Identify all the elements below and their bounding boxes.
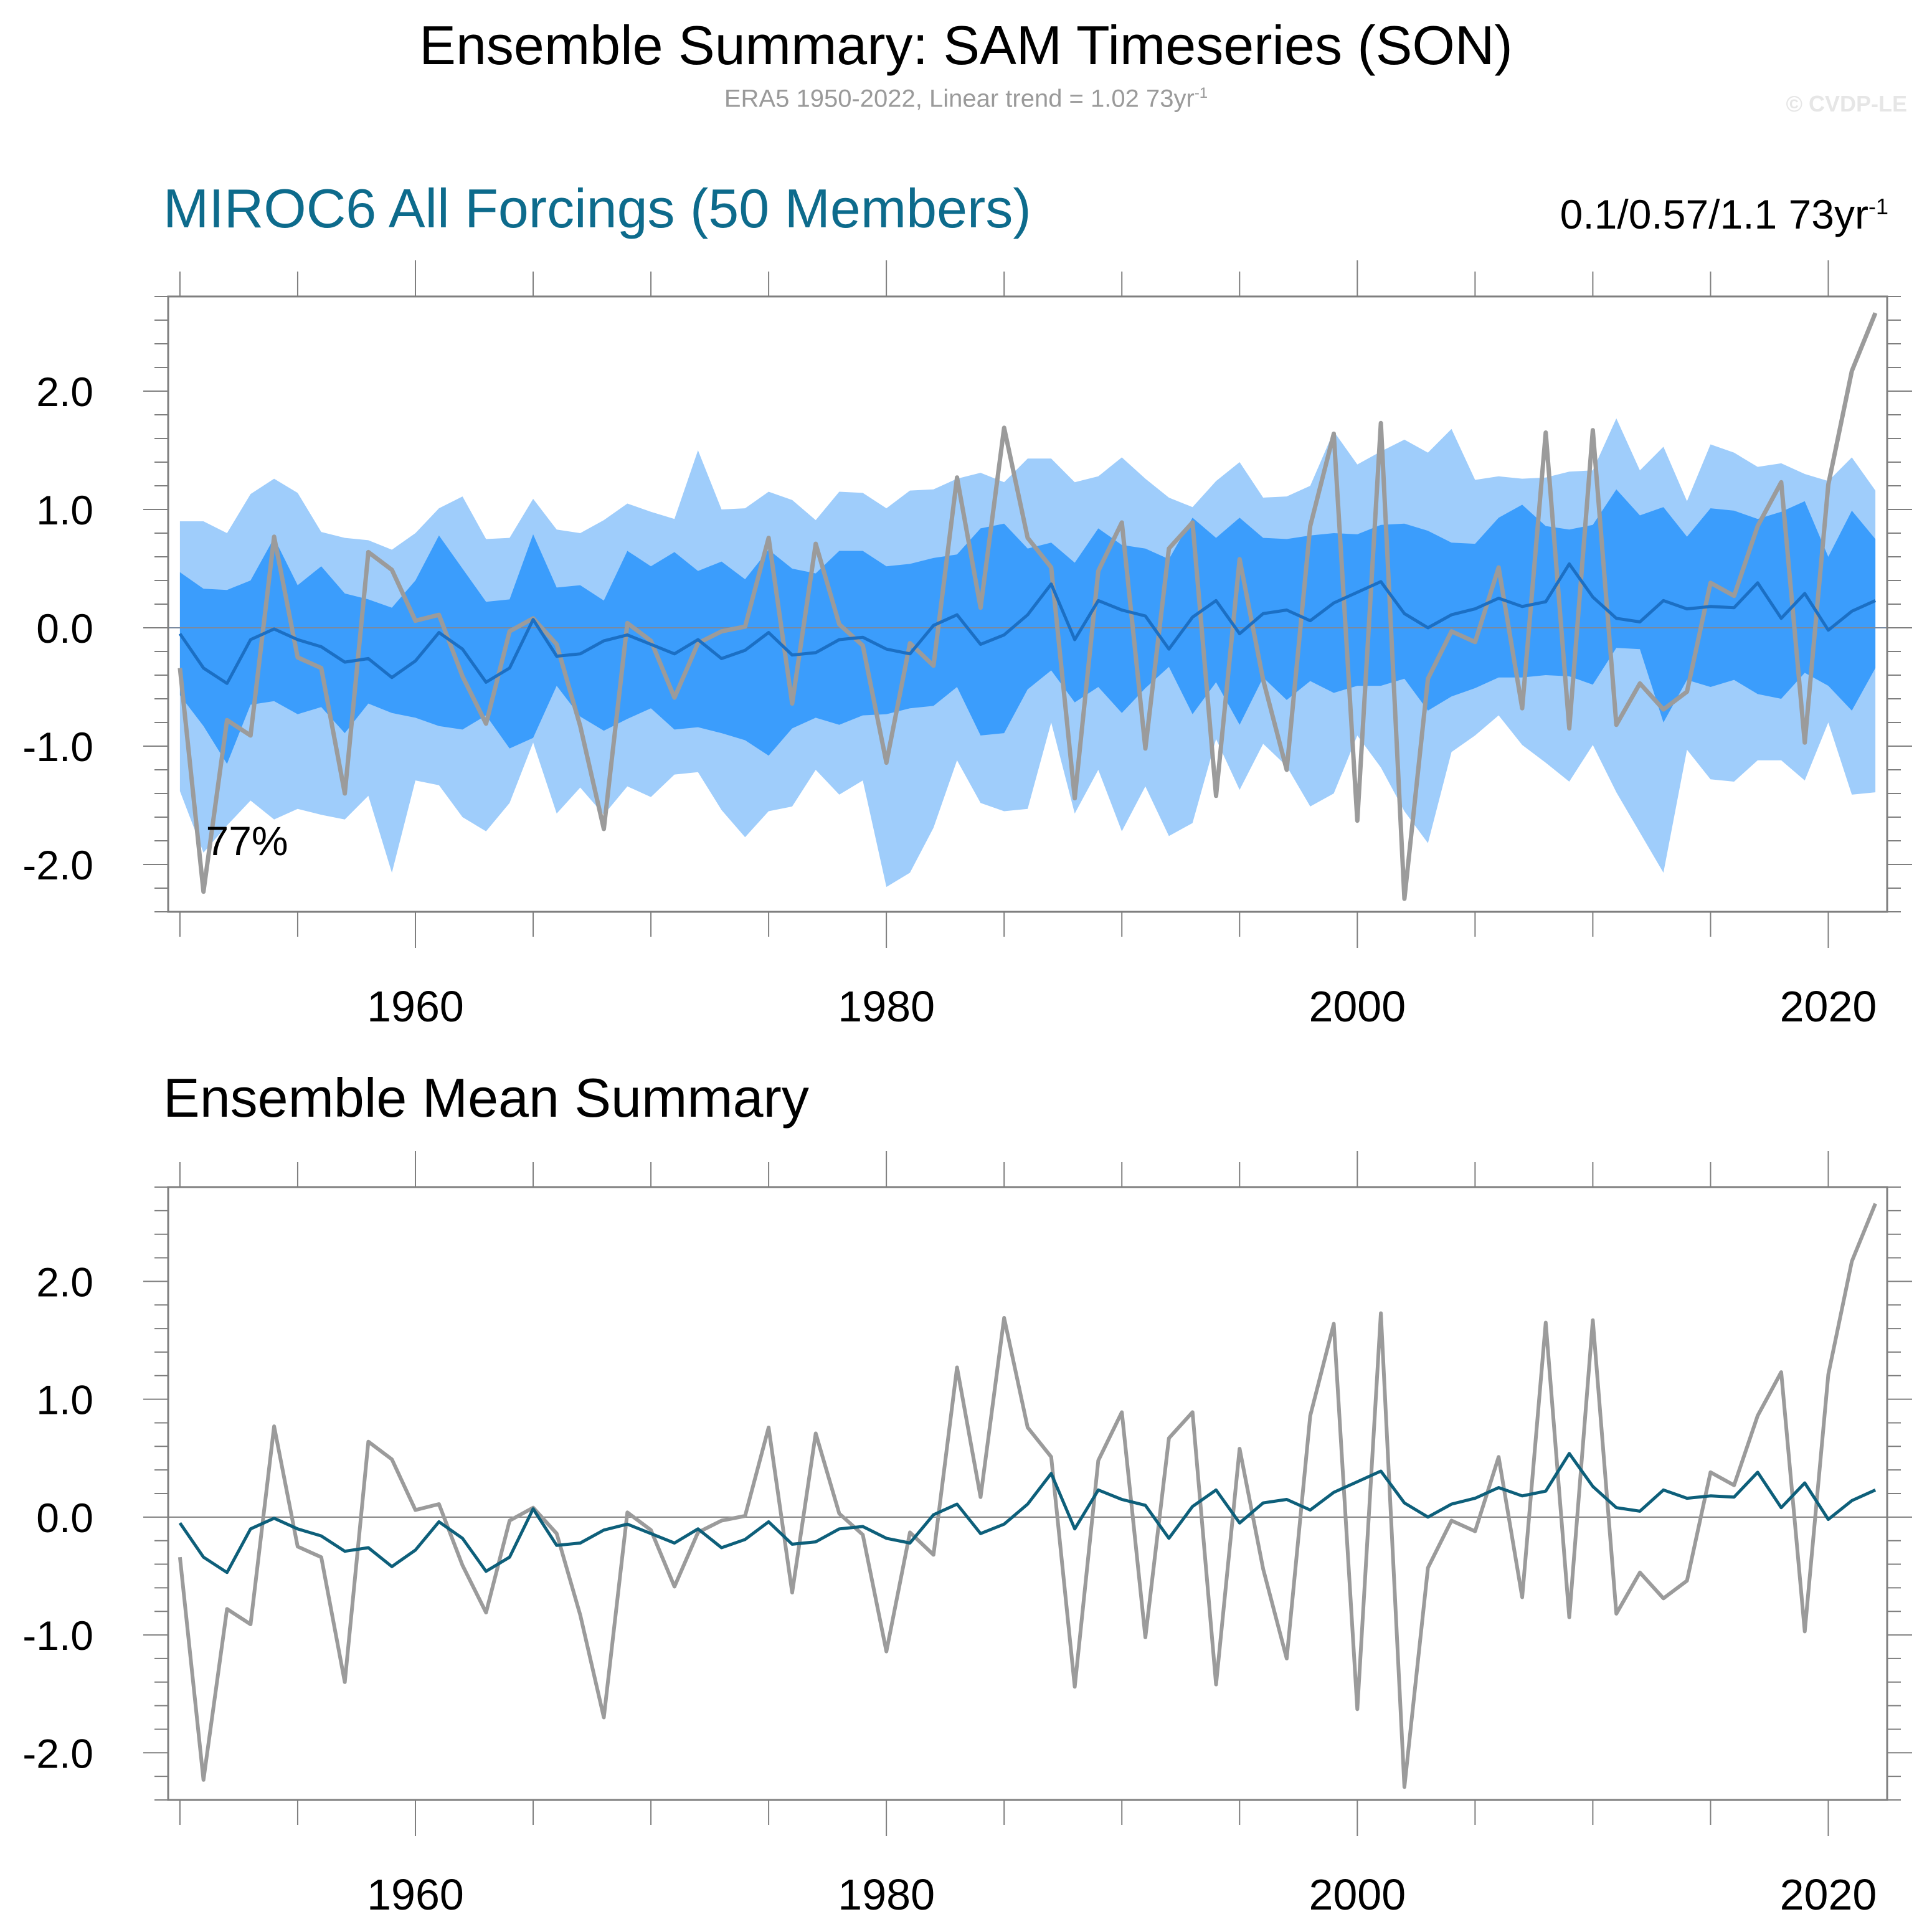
y-tick-label: -1.0 xyxy=(22,1612,93,1659)
plot-area xyxy=(168,312,1887,901)
y-tick-label: 0.0 xyxy=(36,1495,93,1541)
percent-label: 77% xyxy=(206,818,288,864)
copyright-watermark: © CVDP-LE xyxy=(1786,91,1907,116)
trend-text: 0.1/0.57/1.1 73yr xyxy=(1560,191,1868,237)
panel-top-title: MIROC6 All Forcings (50 Members) xyxy=(163,178,1031,239)
y-tick-label: 0.0 xyxy=(36,605,93,651)
x-tick-label: 1980 xyxy=(838,1870,935,1919)
plot-area xyxy=(168,1203,1887,1789)
x-tick-label: 2020 xyxy=(1780,982,1877,1031)
x-tick-label: 1960 xyxy=(367,982,464,1031)
y-tick-label: 2.0 xyxy=(36,369,93,415)
y-tick-label: -1.0 xyxy=(22,724,93,770)
ensemble-band-inner xyxy=(179,489,1876,764)
subtitle: ERA5 1950-2022, Linear trend = 1.02 73yr… xyxy=(0,85,1932,113)
observed-series-line xyxy=(178,312,1878,901)
panel-bottom-title: Ensemble Mean Summary xyxy=(163,1067,809,1129)
y-tick-label: 1.0 xyxy=(36,1377,93,1423)
x-tick-label: 2000 xyxy=(1309,982,1406,1031)
ensemble-mean-line xyxy=(178,1452,1877,1574)
ensemble-mean-line xyxy=(178,562,1877,685)
chart-panel-bottom: -2.0 -1.0 0.0 1.0 2.0 1960 1980 2000 2020 xyxy=(22,1151,1912,1919)
y-tick-label: -2.0 xyxy=(22,842,93,888)
x-tick-label: 1960 xyxy=(367,1870,464,1919)
y-tick-label: 2.0 xyxy=(36,1259,93,1305)
subtitle-text: ERA5 1950-2022, Linear trend = 1.02 73yr xyxy=(724,85,1195,113)
x-tick-label: 1980 xyxy=(838,982,935,1031)
y-tick-label: -2.0 xyxy=(22,1730,93,1776)
chart-panel-top: 77% -2.0 -1.0 0.0 1.0 2.0 1960 1980 2000 2020 xyxy=(22,260,1912,1031)
trend-superscript: -1 xyxy=(1868,194,1888,219)
y-tick-label: 1.0 xyxy=(36,487,93,533)
plot-frame xyxy=(167,1186,1888,1801)
x-tick-label: 2000 xyxy=(1309,1870,1406,1919)
main-title: Ensemble Summary: SAM Timeseries (SON) xyxy=(419,14,1513,76)
observed-series-line xyxy=(178,1203,1877,1789)
subtitle-superscript: -1 xyxy=(1194,85,1208,102)
panel-top-trend-label: 0.1/0.57/1.1 73yr-1 xyxy=(1560,191,1888,238)
x-tick-label: 2020 xyxy=(1780,1870,1877,1919)
